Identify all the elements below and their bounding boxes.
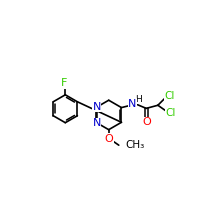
Text: N: N: [128, 99, 136, 109]
Text: F: F: [61, 78, 68, 88]
Text: N: N: [93, 118, 101, 128]
Text: Cl: Cl: [165, 108, 175, 118]
Text: O: O: [104, 134, 113, 144]
Text: CH₃: CH₃: [125, 140, 144, 150]
Text: O: O: [142, 117, 151, 127]
Text: H: H: [135, 95, 141, 104]
Text: Cl: Cl: [164, 91, 175, 101]
Text: N: N: [93, 102, 101, 112]
